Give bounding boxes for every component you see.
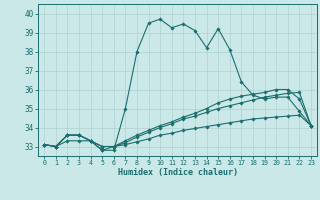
X-axis label: Humidex (Indice chaleur): Humidex (Indice chaleur) xyxy=(118,168,238,177)
